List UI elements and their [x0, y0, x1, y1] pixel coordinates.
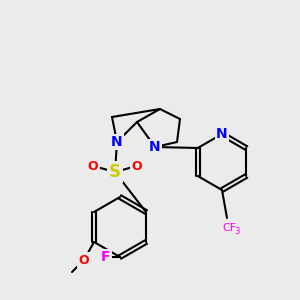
Text: O: O — [88, 160, 98, 173]
Text: 3: 3 — [234, 226, 240, 236]
Text: S: S — [109, 163, 121, 181]
Text: O: O — [79, 254, 89, 266]
Text: N: N — [111, 135, 123, 149]
Text: F: F — [101, 250, 111, 264]
Text: CF: CF — [222, 223, 236, 233]
Text: N: N — [216, 127, 228, 141]
Text: O: O — [132, 160, 142, 173]
Text: N: N — [149, 140, 161, 154]
